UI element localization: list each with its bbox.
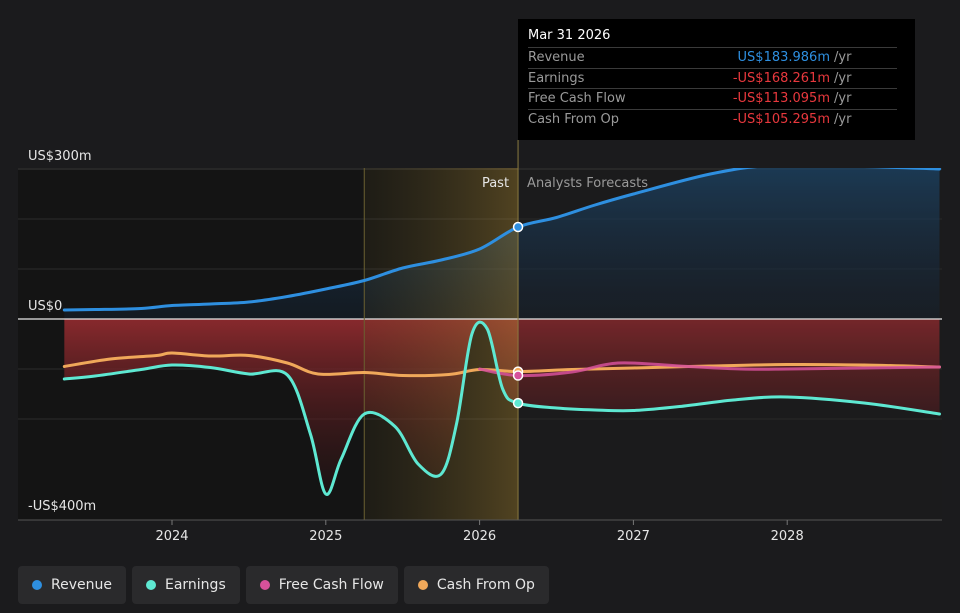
y-label-bottom: -US$400m (28, 499, 96, 514)
x-tick-label: 2026 (463, 529, 496, 544)
x-axis-ticks: 2024 2025 2026 2027 2028 (155, 520, 804, 544)
y-label-top: US$300m (28, 149, 92, 164)
tooltip-date: Mar 31 2026 (528, 28, 611, 43)
series-line-cash-from-op (62, 351, 941, 378)
x-tick-label: 2024 (155, 529, 188, 544)
x-tick-label: 2028 (771, 529, 804, 544)
series-marker-free-cash-flow (512, 370, 524, 381)
series-marker-earnings (512, 397, 524, 409)
tooltip-unit: /yr (834, 111, 852, 127)
x-tick-label: 2025 (309, 529, 342, 544)
series-line-revenue (62, 168, 941, 312)
series-lines (62, 168, 941, 496)
free-cash-flow-dot-icon (259, 580, 270, 590)
tooltip-row-cash-from-op: Cash From Op -US$105.295m /yr (528, 108, 897, 130)
tooltip-unit: /yr (834, 50, 852, 65)
tooltip-value: -US$168.261m (732, 70, 830, 86)
tooltip-value: US$183.986m (737, 50, 830, 65)
earnings-dot-icon (145, 580, 156, 590)
legend-item-free-cash-flow[interactable]: Free Cash Flow (245, 566, 398, 604)
legend-label: Cash From Op (436, 577, 535, 593)
series-line-free-cash-flow (478, 361, 941, 378)
tooltip-unit: /yr (834, 91, 852, 106)
tooltip-value: -US$113.095m (732, 91, 830, 106)
legend-label: Free Cash Flow (278, 577, 384, 593)
data-tooltip: Mar 31 2026 Revenue US$183.986m /yr Earn… (518, 19, 915, 140)
legend-item-earnings[interactable]: Earnings (131, 566, 240, 604)
cash-from-op-dot-icon (417, 580, 428, 590)
tooltip-label: Cash From Op (528, 111, 620, 127)
series-markers (512, 221, 524, 409)
series-line-earnings (62, 320, 941, 496)
legend-label: Earnings (164, 577, 226, 593)
y-label-zero: US$0 (28, 299, 62, 314)
chart-legend: Revenue Earnings Free Cash Flow Cash Fro… (18, 566, 549, 604)
forecast-label: Analysts Forecasts (527, 176, 648, 191)
past-label: Past (482, 176, 509, 191)
legend-item-revenue[interactable]: Revenue (18, 566, 126, 604)
tooltip-row-revenue: Revenue US$183.986m /yr (528, 47, 897, 68)
tooltip-label: Revenue (528, 50, 585, 65)
series-marker-revenue (512, 221, 524, 233)
tooltip-label: Earnings (528, 70, 585, 86)
revenue-dot-icon (32, 580, 42, 590)
forecast-dim (518, 168, 942, 520)
x-tick-label: 2027 (617, 529, 650, 544)
legend-item-cash-from-op[interactable]: Cash From Op (403, 566, 549, 604)
tooltip-row-earnings: Earnings -US$168.261m /yr (528, 67, 897, 89)
tooltip-value: -US$105.295m (732, 111, 830, 127)
highlight-band (364, 168, 519, 520)
legend-label: Revenue (51, 577, 112, 593)
tooltip-unit: /yr (834, 70, 852, 86)
tooltip-label: Free Cash Flow (528, 91, 626, 106)
tooltip-row-free-cash-flow: Free Cash Flow -US$113.095m /yr (528, 88, 897, 109)
